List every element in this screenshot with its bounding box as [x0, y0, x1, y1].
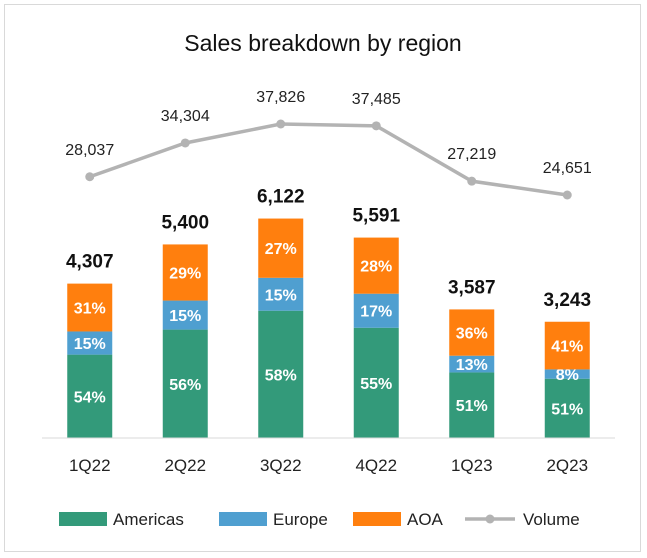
bar-segment-americas-1q22 [67, 354, 113, 438]
volume-label-2q22: 34,304 [161, 108, 210, 125]
bar-segment-europe-2q22 [162, 300, 208, 330]
segment-label-europe-1q23: 13% [456, 357, 488, 374]
x-tick-1q23: 1Q23 [451, 456, 493, 475]
volume-label-1q22: 28,037 [65, 142, 114, 159]
volume-marker-3q22 [276, 119, 286, 129]
bar-segment-americas-1q23 [449, 372, 495, 438]
bar-segment-aoa-2q23 [544, 321, 590, 370]
x-tick-2q22: 2Q22 [164, 456, 206, 475]
total-label-4q22: 5,591 [352, 206, 400, 227]
volume-label-2q23: 24,651 [543, 160, 592, 177]
bar-segment-aoa-2q22 [162, 244, 208, 301]
legend-swatch-americas [59, 512, 107, 526]
volume-marker-4q22 [371, 121, 381, 131]
bar-segment-aoa-4q22 [353, 237, 399, 294]
segment-label-aoa-2q23: 41% [551, 339, 583, 356]
segment-label-americas-1q22: 54% [74, 389, 106, 406]
bar-segment-aoa-3q22 [258, 218, 304, 278]
legend-label-americas: Americas [113, 510, 184, 529]
bar-segment-americas-2q23 [544, 378, 590, 438]
volume-label-1q23: 27,219 [447, 146, 496, 163]
segment-label-europe-1q22: 15% [74, 336, 106, 353]
segment-label-aoa-1q22: 31% [74, 301, 106, 318]
volume-marker-2q23 [562, 190, 572, 200]
volume-marker-1q22 [85, 172, 95, 182]
legend-marker-volume [485, 514, 495, 524]
x-tick-1q22: 1Q22 [69, 456, 111, 475]
segment-label-aoa-1q23: 36% [456, 326, 488, 343]
total-label-2q22: 5,400 [161, 212, 209, 233]
chart-title: Sales breakdown by region [184, 30, 461, 56]
segment-label-europe-2q23: 8% [556, 367, 579, 384]
volume-label-4q22: 37,485 [352, 91, 401, 108]
x-tick-3q22: 3Q22 [260, 456, 302, 475]
segment-label-americas-2q23: 51% [551, 401, 583, 418]
bar-segment-americas-2q22 [162, 329, 208, 438]
segment-label-aoa-2q22: 29% [169, 265, 201, 282]
volume-label-3q22: 37,826 [256, 89, 305, 106]
segment-label-europe-3q22: 15% [265, 287, 297, 304]
segment-label-aoa-4q22: 28% [360, 259, 392, 276]
sales-chart: Sales breakdown by region 54% 15% 31% 4,307… [42, 30, 615, 529]
legend-label-volume: Volume [523, 510, 580, 529]
total-label-1q22: 4,307 [66, 252, 114, 273]
x-axis: 1Q22 2Q22 3Q22 4Q22 1Q23 2Q23 [42, 437, 615, 475]
bar-segment-europe-1q23 [449, 355, 495, 373]
bar-segment-europe-2q23 [544, 369, 590, 379]
bar-segment-europe-3q22 [258, 277, 304, 311]
segment-label-americas-1q23: 51% [456, 398, 488, 415]
volume-marker-1q23 [467, 176, 477, 186]
segment-label-aoa-3q22: 27% [265, 241, 297, 258]
bar-segment-europe-1q22 [67, 331, 113, 355]
total-label-3q22: 6,122 [257, 187, 305, 208]
bar-segment-americas-3q22 [258, 310, 304, 438]
bar-segment-americas-4q22 [353, 327, 399, 438]
segment-label-europe-2q22: 15% [169, 308, 201, 325]
segment-label-americas-3q22: 58% [265, 367, 297, 384]
total-label-2q23: 3,243 [543, 290, 591, 311]
segment-label-americas-2q22: 56% [169, 377, 201, 394]
volume-line [89, 122, 568, 197]
legend-label-europe: Europe [273, 510, 328, 529]
legend-label-aoa: AOA [407, 510, 444, 529]
bar-segment-aoa-1q23 [449, 309, 495, 356]
chart-frame: Sales breakdown by region 54% 15% 31% 4,307… [4, 4, 641, 552]
bar-area: 54% 15% 31% 4,307 56% 15% 29% 5,400 58% 15% 27% 6,1… [66, 187, 591, 438]
x-tick-2q23: 2Q23 [546, 456, 588, 475]
volume-line-layer: 28,037 34,304 37,826 37,485 27,219 24,651 [65, 89, 592, 200]
legend-swatch-aoa [353, 512, 401, 526]
bar-segment-europe-4q22 [353, 293, 399, 328]
total-label-1q23: 3,587 [448, 277, 496, 298]
x-tick-4q22: 4Q22 [355, 456, 397, 475]
volume-marker-2q22 [180, 138, 190, 148]
legend-swatch-europe [219, 512, 267, 526]
bar-segment-aoa-1q22 [67, 283, 113, 332]
segment-label-europe-4q22: 17% [360, 304, 392, 321]
legend: Americas Europe AOA Volume [59, 510, 580, 529]
segment-label-americas-4q22: 55% [360, 376, 392, 393]
